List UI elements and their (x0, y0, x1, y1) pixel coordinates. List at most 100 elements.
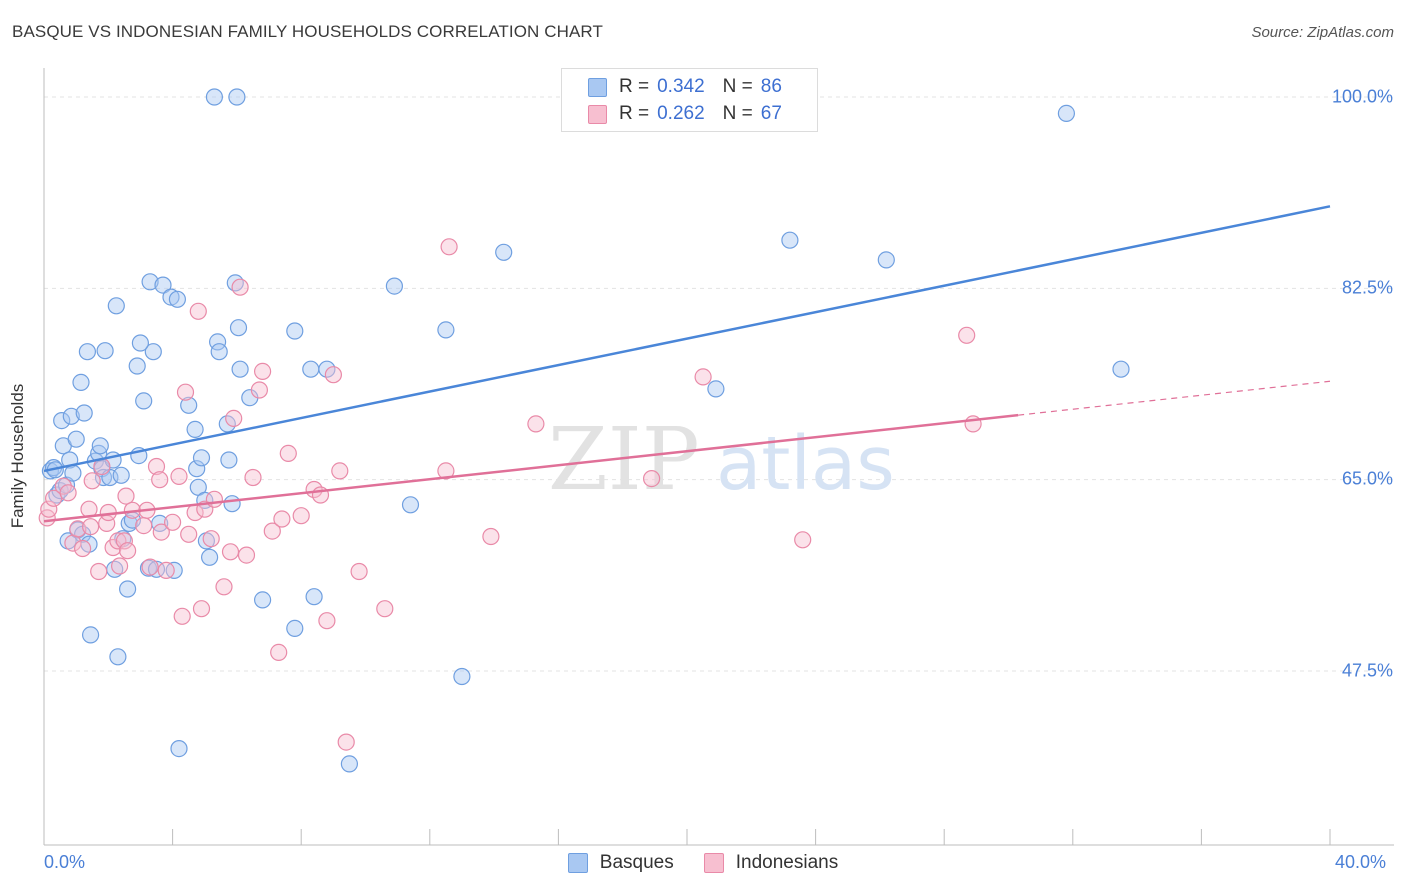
basques-point (118, 580, 137, 598)
indonesians-point (331, 462, 349, 480)
basques-point (170, 739, 188, 758)
basques-point (385, 277, 403, 295)
indonesians-point (215, 578, 233, 596)
basques-point (168, 290, 186, 308)
indonesians-point (118, 542, 137, 560)
x-tick-label: 0.0% (44, 852, 86, 872)
y-tick-label: 82.5% (1341, 277, 1393, 298)
basques-point (495, 243, 513, 261)
indonesians-point (324, 366, 342, 384)
chart-title: BASQUE VS INDONESIAN FAMILY HOUSEHOLDS C… (12, 22, 603, 41)
indonesians-point (337, 733, 355, 751)
n-value-indonesians: 67 (760, 103, 782, 124)
basques-point (254, 591, 272, 609)
basques-point (781, 231, 799, 249)
y-tick-label: 65.0% (1341, 468, 1393, 489)
indonesians-point (437, 462, 455, 480)
indonesians-point (135, 516, 153, 535)
basques-point (67, 430, 85, 448)
indonesians-point (279, 444, 297, 462)
indonesians-point (152, 523, 170, 541)
indonesians-point (151, 471, 169, 489)
basques-point (109, 648, 127, 666)
x-tick-label: 40.0% (1335, 852, 1387, 872)
basques-point (131, 334, 149, 352)
basques-point (128, 357, 146, 375)
n-label: N = (722, 76, 753, 97)
basques-point (91, 437, 109, 455)
source-label: Source: ZipAtlas.com (1251, 24, 1394, 41)
indonesians-point (73, 539, 92, 558)
indonesians-trend-line (43, 413, 1019, 523)
indonesians-point (110, 557, 129, 575)
indonesians-point (318, 612, 336, 630)
basques-point (1057, 104, 1076, 123)
basques-point (340, 755, 358, 773)
legend-label-indonesians: Indonesians (735, 852, 839, 873)
trend-lines (43, 205, 1331, 523)
basques-point (302, 360, 320, 378)
r-value-indonesians: 0.262 (657, 103, 705, 124)
indonesians-point (69, 520, 87, 538)
indonesians-point (231, 278, 249, 296)
legend-item-indonesians[interactable]: Indonesians (703, 852, 839, 874)
basques-point (141, 273, 159, 291)
indonesians-point (794, 531, 812, 549)
watermark-zip: ZIP (548, 410, 700, 510)
basques-point (94, 468, 113, 487)
basques-point (210, 343, 228, 361)
indonesians-point (38, 509, 56, 527)
indonesians-point (176, 383, 195, 401)
basques-point (135, 392, 153, 410)
indonesians-point (273, 510, 291, 528)
basques-point (154, 276, 172, 294)
correlation-legend: R = 0.342 N = 86 R = 0.262 N = 67 (561, 68, 818, 132)
basques-point (81, 626, 100, 644)
n-value-basques: 86 (760, 76, 782, 97)
indonesians-point (173, 607, 191, 625)
legend-item-basques[interactable]: Basques (567, 852, 674, 874)
indonesians-point (59, 484, 77, 502)
legend-swatch-indonesians (703, 853, 724, 873)
basques-point (437, 321, 455, 339)
indonesians-point (117, 487, 135, 505)
indonesians-point (147, 457, 166, 476)
basques-point (1112, 360, 1130, 378)
basques-point (112, 466, 130, 484)
basques-point (453, 667, 471, 686)
indonesians-point (225, 409, 243, 427)
basques-point (186, 420, 204, 438)
basques-point (192, 449, 211, 467)
basques-point (401, 496, 420, 514)
basques-point (120, 514, 138, 533)
indonesians-point (141, 558, 159, 576)
basques-point (305, 588, 323, 606)
basques-point (62, 407, 80, 425)
indonesians-point (527, 415, 545, 433)
indonesians-trend-line-extension (1018, 380, 1331, 416)
basques-point (180, 396, 198, 414)
r-value-basques: 0.342 (657, 76, 705, 97)
indonesians-point (180, 525, 198, 543)
indonesians-point (202, 530, 220, 548)
basques-point (228, 88, 246, 106)
legend-row-indonesians: R = 0.262 N = 67 (588, 102, 788, 126)
r-label: R = (619, 76, 650, 97)
basques-point (53, 412, 71, 430)
basques-point (162, 288, 180, 306)
legend-row-basques: R = 0.342 N = 86 (588, 75, 788, 99)
series-legend: Basques Indonesians (0, 852, 1406, 874)
indonesians-point (157, 561, 175, 580)
basques-point (201, 548, 219, 566)
indonesians-point (270, 643, 288, 662)
basques-point (75, 404, 93, 422)
y-tick-label: 100.0% (1331, 86, 1393, 107)
indonesians-point (482, 527, 500, 546)
legend-label-basques: Basques (599, 852, 674, 873)
basques-point (231, 360, 249, 378)
indonesians-point (292, 507, 310, 525)
basques-point (223, 495, 241, 513)
basques-point (78, 343, 97, 361)
basques-point (707, 380, 725, 398)
